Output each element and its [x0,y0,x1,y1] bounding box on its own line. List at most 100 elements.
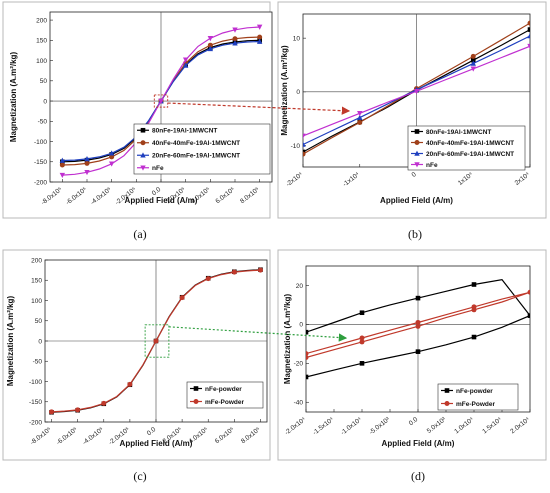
panel-caption: (a) [133,227,146,241]
data-point [232,36,238,42]
y-tick-label: 0 [296,89,300,96]
y-tick-label: 50 [40,78,48,85]
data-point [158,98,164,104]
y-tick-label: 200 [36,17,47,24]
y-tick-label: 0 [43,98,47,105]
legend-label: nFe [426,162,438,169]
x-tick-label: 0.0 [151,186,163,197]
legend: nFe-powder mFe-Powder [186,381,264,409]
legend: 80nFe-19Al-1MWCNT 40nFe-40mFe-19Al-1MWCNT… [407,125,526,171]
data-point [84,156,90,162]
legend-marker [444,401,450,406]
zoom-arrow-a-to-b [167,102,351,115]
y-tick-label: 150 [36,38,47,45]
legend-marker [193,399,199,404]
data-point [75,407,81,413]
data-point [415,323,421,329]
legend-marker [193,386,199,391]
series-line-2 [306,291,530,359]
data-point [357,114,363,120]
legend-label: 80nFe-19Al-1MWCNT [426,129,491,136]
legend-label: nFe-powder [205,386,242,393]
y-tick-label: -150 [29,399,42,406]
data-point [231,269,237,275]
data-point [306,374,309,380]
x-tick-label: 0 [411,171,418,179]
data-point [59,162,65,168]
data-point [527,289,530,295]
legend-label: 40nFe-40mFe-19Al-1MWCNT [152,140,240,147]
legend-box [407,125,526,171]
data-point [207,42,213,48]
y-tick-label: -100 [34,139,47,146]
panel-c: -8.0x10⁵ -6.0x10⁵ -4.0x10⁵ -2.0x10⁵ 0.0 2.0x1… [6,257,268,483]
x-tick-label: 0.0 [408,416,420,427]
legend-label: 20nFe-60mFe-19Al-1MWCNT [152,153,240,160]
data-point [59,157,66,163]
legend: nFe-powder mFe-Powder [437,383,519,411]
y-tick-label: 150 [31,278,42,285]
data-point [470,53,476,59]
y-axis-title: Magnetization (A.m²/kg) [283,294,292,385]
data-point [527,313,530,318]
series-layer [306,278,530,380]
legend: 80nFe-19Al-1MWCNT 40nFe-40mFe-19Al-1MWCNT… [133,123,271,175]
y-axis-title: Magnetization (A.m²/kg) [280,45,289,136]
data-point [415,319,421,325]
data-point [257,267,263,273]
legend-marker [444,388,450,393]
x-axis-title: Applied Field (A/m) [125,196,198,205]
data-point [256,38,263,44]
y-tick-label: -100 [29,379,42,386]
data-point [256,24,263,30]
y-tick-label: -50 [33,359,43,366]
data-point [527,20,530,26]
data-point [84,169,90,176]
x-axis-title: Applied Field (A/m) [380,196,453,205]
data-point [232,27,238,33]
legend-label: nFe-powder [456,388,493,395]
zoom-box-a [153,94,169,108]
legend-label: 20nFe-60mFe-19Al-1MWCNT [426,151,514,158]
legend-box [186,381,264,409]
legend-marker [140,165,146,171]
series-layer [303,20,530,157]
y-tick-label: -200 [34,179,47,186]
zoom-box-c [144,324,170,358]
x-axis-title: Applied Field (A/m) [120,439,193,448]
legend-box [133,123,271,175]
data-point [182,57,189,63]
data-point [306,329,309,335]
data-point [527,43,530,50]
series-layer [49,267,263,415]
zoom-connectors [144,94,351,358]
data-point [84,160,90,166]
data-point [179,295,185,301]
y-tick-label: -20 [294,361,304,368]
legend-label: nFe [152,165,164,172]
data-point [359,361,365,366]
series-line-1 [306,278,530,378]
legend-label: 40nFe-40mFe-19Al-1MWCNT [426,140,514,147]
data-point [306,354,309,360]
data-point [357,119,363,125]
y-tick-label: 50 [35,318,43,325]
legend-marker [140,152,146,158]
data-point [303,141,306,147]
legend-marker [414,140,420,145]
y-tick-label: 0 [299,322,303,329]
data-point [127,381,133,387]
data-point [527,27,530,32]
data-point [182,62,189,68]
legend-marker [140,127,146,133]
legend-marker [414,150,420,156]
data-point [153,338,159,344]
data-point [415,295,421,301]
data-point [232,40,238,46]
panel-caption: (d) [411,469,425,483]
y-tick-label: -10 [291,143,301,150]
data-point [49,409,55,415]
data-point [59,172,66,179]
data-point [471,334,477,340]
